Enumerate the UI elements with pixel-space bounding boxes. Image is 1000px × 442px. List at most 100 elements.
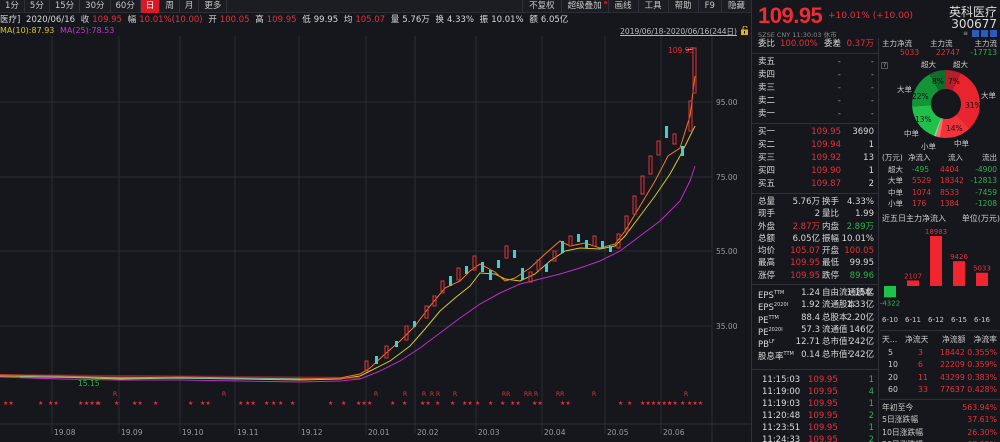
svg-text:★: ★ xyxy=(96,400,101,407)
pct-xl-out: 8% xyxy=(932,77,944,86)
x-label: 19.11 xyxy=(237,428,259,437)
tick-volume: 2 xyxy=(868,434,874,442)
high-label: 高 xyxy=(255,15,264,25)
text-icon[interactable]: ≡ xyxy=(963,30,969,37)
candlestick-chart[interactable]: 95.00 75.00 55.00 35.00 19.08 19.09 19.1… xyxy=(0,36,751,442)
amplitude-label: 振 xyxy=(479,15,489,25)
amount-header: 净流额 xyxy=(942,335,966,344)
tab-30min[interactable]: 30分 xyxy=(80,0,111,13)
pct-xl-in: 7% xyxy=(948,77,960,86)
tab-1min[interactable]: 1分 xyxy=(0,0,25,13)
ask-row: 卖二 - - xyxy=(752,95,878,108)
fundamental-value: 1.92 xyxy=(801,300,820,311)
main-net-value: 5033 xyxy=(900,48,920,57)
bar xyxy=(930,236,942,286)
svg-text:★: ★ xyxy=(488,400,493,407)
ask-price: - xyxy=(837,70,841,80)
help-button[interactable]: 帮助 xyxy=(667,0,698,13)
x-label: 20.06 xyxy=(663,428,685,437)
ratio-value: 100.00% xyxy=(780,39,818,49)
svg-text:★: ★ xyxy=(618,400,623,407)
stat-label: 跌停 xyxy=(822,270,840,281)
tick-price: 109.95 xyxy=(808,374,838,385)
overlay-button[interactable]: 超级叠加 xyxy=(560,0,608,13)
tab-week[interactable]: 周 xyxy=(160,0,180,13)
volume-value: 5.76万 xyxy=(402,15,430,25)
flow-header: 主力净流 主力流 主力流 xyxy=(880,38,1000,48)
label-xl-right: 超大 xyxy=(953,59,968,69)
fundamental-value: 2.20亿 xyxy=(846,312,874,323)
stat-value: 6.05亿 xyxy=(792,233,820,244)
date-range-selector[interactable]: 2019/06/18-2020/06/16(244日) xyxy=(620,27,737,36)
add-icon[interactable] xyxy=(990,30,997,37)
flow-row: 中单 1074 8533 -7459 xyxy=(880,187,1000,199)
summary-row: 20 11 43299 0.383% xyxy=(880,372,1000,385)
tab-15min[interactable]: 15分 xyxy=(50,0,81,13)
tick-list[interactable]: 11:15:03 109.95 1 11:19:00 109.95 4 11:1… xyxy=(752,374,878,442)
net-days-header: 净流天 xyxy=(905,335,929,344)
ask-price: - xyxy=(837,109,841,119)
notification-dot xyxy=(603,1,607,4)
summary-rate: 0.428% xyxy=(967,385,997,394)
ask-price: - xyxy=(837,83,841,93)
tab-5min[interactable]: 5分 xyxy=(25,0,50,13)
svg-text:★: ★ xyxy=(78,400,83,407)
svg-text:★★: ★★ xyxy=(132,400,143,407)
svg-text:★: ★ xyxy=(38,400,43,407)
help-icon[interactable]: ? xyxy=(881,62,888,69)
tab-60min[interactable]: 60分 xyxy=(111,0,141,13)
tab-month[interactable]: 月 xyxy=(180,0,200,13)
bid-row: 买一 109.95 3690 xyxy=(752,126,878,139)
bid-label: 买二 xyxy=(758,140,776,150)
stat-label: 换手 xyxy=(822,197,840,207)
avg-label: 均 xyxy=(343,15,353,25)
tools-button[interactable]: 工具 xyxy=(637,0,668,13)
edit-icon[interactable] xyxy=(972,30,979,37)
flow-in: 1384 xyxy=(940,199,960,208)
main-out-label: 主力流 xyxy=(974,39,998,48)
ma25-label: MA(25):78.53 xyxy=(59,26,115,35)
bar-category: 6-10 xyxy=(882,316,898,324)
bid-price: 109.92 xyxy=(811,153,841,163)
fundamental-row: PETTM 88.4 总股本 2.20亿 xyxy=(752,312,878,326)
hide-button[interactable]: 隐藏 xyxy=(720,0,751,13)
f9-button[interactable]: F9 xyxy=(697,0,721,13)
summary-row: 60 33 77637 0.428% xyxy=(880,384,1000,397)
label-l-left: 大单 xyxy=(897,84,912,94)
bar-category: 6-15 xyxy=(951,316,967,324)
ask-label: 卖一 xyxy=(758,109,776,119)
tick-row: 11:19:00 109.95 4 xyxy=(752,386,878,398)
tick-price: 109.95 xyxy=(808,422,838,433)
bid-price: 109.90 xyxy=(811,166,841,176)
label-m-right: 中单 xyxy=(954,138,969,148)
ask-label: 卖四 xyxy=(758,70,776,80)
tab-more[interactable]: 更多 xyxy=(199,0,228,13)
tab-day[interactable]: 日 xyxy=(140,0,161,13)
summary-row: 10 6 22209 0.359% xyxy=(880,359,1000,372)
lock-icon[interactable] xyxy=(741,26,749,35)
stat-label: 外盘 xyxy=(758,221,776,232)
summary-amount: 18442 xyxy=(940,347,965,357)
settings-icon[interactable] xyxy=(981,30,988,37)
performance-row: 年初至今 563.94% xyxy=(880,402,1000,415)
svg-text:RR: RR xyxy=(524,391,532,398)
stat-value: 2.87万 xyxy=(792,221,820,232)
fundamental-label: EPS2020Ⅰ xyxy=(758,302,789,314)
bar-value: 2107 xyxy=(904,272,922,280)
fundamental-value: 1.33亿 xyxy=(846,300,874,311)
fundamental-label: PBLF xyxy=(758,339,775,351)
tick-row: 11:23:51 109.95 1 xyxy=(752,422,878,434)
draw-line-button[interactable]: 画线 xyxy=(607,0,638,13)
label-m-left: 中单 xyxy=(904,128,919,138)
x-label: 19.08 xyxy=(54,428,76,437)
tick-time: 11:23:51 xyxy=(762,422,801,433)
performance-value: 67.35% xyxy=(967,439,997,442)
svg-text:★: ★ xyxy=(680,400,685,407)
stat-value: 2.89万 xyxy=(846,221,874,232)
stat-label: 最高 xyxy=(758,258,776,269)
fundamental-row: 股息率TTM 0.14 总市值² 242亿 xyxy=(752,349,878,363)
ma5-line xyxy=(0,75,696,380)
stat-label: 振幅 xyxy=(822,233,840,244)
five-day-title: 近五日主力净流入 单位(万元) xyxy=(882,213,1000,224)
no-adjust-button[interactable]: 不复权 xyxy=(522,0,561,13)
